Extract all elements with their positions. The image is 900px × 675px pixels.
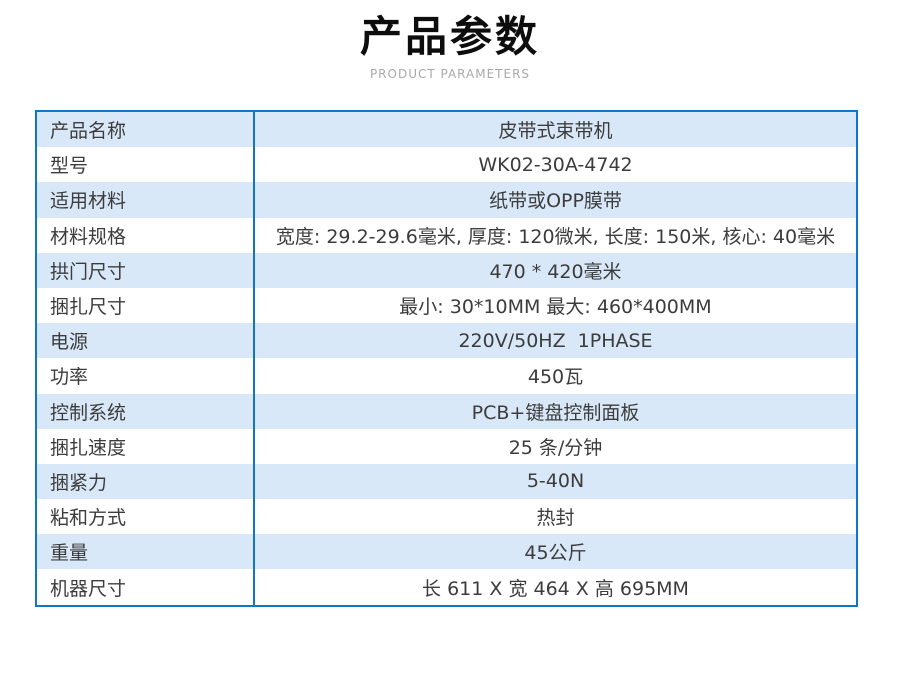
param-value: 宽度: 29.2-29.6毫米, 厚度: 120微米, 长度: 150米, 核心… <box>275 225 836 248</box>
param-label: 捆紧力 <box>37 463 255 500</box>
page-subtitle: PRODUCT PARAMETERS <box>369 67 531 81</box>
param-value: 220V/50HZ 1PHASE <box>458 329 653 352</box>
param-label: 型号 <box>37 147 255 183</box>
table-row: 拱门尺寸 470 * 420毫米 <box>37 252 856 288</box>
table-row: 捆扎速度 25 条/分钟 <box>37 428 856 464</box>
param-value: 450瓦 <box>527 366 584 389</box>
param-value: 25 条/分钟 <box>508 436 603 459</box>
param-label: 拱门尺寸 <box>37 252 255 288</box>
param-label: 产品名称 <box>37 112 255 148</box>
table-row: 电源 220V/50HZ 1PHASE <box>37 323 856 359</box>
param-value: WK02-30A-4742 <box>478 153 633 176</box>
param-label: 粘和方式 <box>37 499 255 535</box>
param-label: 适用材料 <box>37 182 255 218</box>
header: 产品参数 PRODUCT PARAMETERS <box>0 0 900 81</box>
param-value: 470 * 420毫米 <box>489 260 622 283</box>
table-row: 产品名称 皮带式束带机 <box>37 112 856 148</box>
table-row: 功率 450瓦 <box>37 358 856 394</box>
product-parameters-table: 产品名称 皮带式束带机 型号 WK02-30A-4742 适用材料 纸带或OPP… <box>35 110 858 607</box>
table-row: 型号 WK02-30A-4742 <box>37 147 856 183</box>
table-row: 材料规格 宽度: 29.2-29.6毫米, 厚度: 120微米, 长度: 150… <box>37 217 856 253</box>
table-row: 适用材料 纸带或OPP膜带 <box>37 182 856 218</box>
table-row: 机器尺寸 长 611 X 宽 464 X 高 695MM <box>37 569 856 605</box>
param-value: 45公斤 <box>524 542 587 565</box>
param-label: 材料规格 <box>37 217 255 253</box>
param-value: 皮带式束带机 <box>498 120 613 143</box>
table-row: 粘和方式 热封 <box>37 499 856 535</box>
table-row: 控制系统 PCB+键盘控制面板 <box>37 393 856 429</box>
table-row: 重量 45公斤 <box>37 534 856 570</box>
table-row: 捆扎尺寸 最小: 30*10MM 最大: 460*400MM <box>37 287 856 324</box>
param-value: PCB+键盘控制面板 <box>471 401 640 424</box>
param-value: 最小: 30*10MM 最大: 460*400MM <box>399 296 712 319</box>
param-label: 捆扎尺寸 <box>37 287 255 324</box>
param-value: 5-40N <box>526 470 585 493</box>
param-label: 功率 <box>37 358 255 394</box>
param-value: 长 611 X 宽 464 X 高 695MM <box>422 577 689 600</box>
param-label: 机器尺寸 <box>37 569 255 605</box>
page-title: 产品参数 <box>359 12 540 61</box>
param-label: 捆扎速度 <box>37 428 255 464</box>
param-label: 电源 <box>37 323 255 359</box>
table-row: 捆紧力 5-40N <box>37 463 856 500</box>
param-value: 热封 <box>536 507 575 530</box>
param-label: 控制系统 <box>37 393 255 429</box>
param-label: 重量 <box>37 534 255 570</box>
param-value: 纸带或OPP膜带 <box>489 190 622 213</box>
